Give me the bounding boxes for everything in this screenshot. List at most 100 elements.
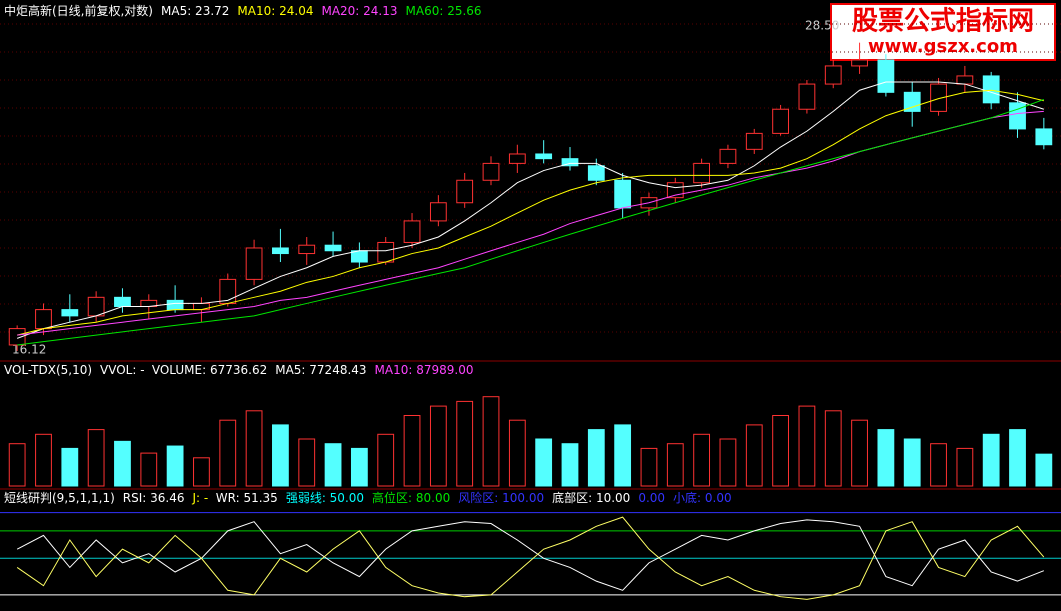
high-annotation: 28.50 bbox=[805, 19, 839, 33]
candle-body bbox=[956, 75, 974, 85]
legend-item: MA10: 87989.00 bbox=[375, 363, 474, 377]
ma-line bbox=[16, 519, 1045, 591]
volume-bar bbox=[377, 433, 395, 487]
volume-bar bbox=[930, 443, 947, 487]
candle-body bbox=[482, 162, 500, 181]
volume-bar bbox=[429, 405, 447, 487]
volume-bar bbox=[219, 419, 237, 487]
candle-body bbox=[245, 247, 263, 280]
volume-bar bbox=[561, 443, 579, 487]
volume-bar bbox=[877, 429, 895, 487]
candle-body bbox=[324, 244, 342, 252]
volume-bar bbox=[456, 400, 474, 487]
candle-body bbox=[377, 241, 395, 263]
legend-item: 底部区: 10.00 bbox=[552, 490, 630, 505]
candle-body bbox=[508, 153, 526, 164]
candle-body bbox=[61, 309, 79, 317]
legend-item: MA60: 25.66 bbox=[406, 4, 482, 18]
panel-header: 短线研判(9,5,1,1,1) RSI: 36.46 J: - WR: 51.35 强弱… bbox=[4, 490, 732, 505]
volume-bar bbox=[245, 410, 263, 487]
watermark-title: 股票公式指标网 bbox=[852, 7, 1034, 37]
volume-bar bbox=[719, 438, 737, 487]
legend-item: RSI: 36.46 bbox=[123, 491, 185, 505]
candle-body bbox=[982, 75, 1000, 104]
volume-bar bbox=[982, 433, 1000, 487]
panel-header: 中炬高新(日线,前复权,对数) MA5: 23.72 MA10: 24.04 MA20… bbox=[4, 3, 482, 18]
candle-body bbox=[903, 91, 921, 112]
volume-bar bbox=[61, 447, 79, 487]
candle-body bbox=[561, 158, 579, 167]
volume-bar bbox=[193, 457, 210, 487]
candle-body bbox=[772, 108, 789, 134]
volume-bar bbox=[851, 419, 868, 487]
candle-body bbox=[824, 65, 842, 85]
volume-bar bbox=[798, 405, 816, 487]
legend-item: VOLUME: 67736.62 bbox=[152, 363, 267, 377]
volume-bar bbox=[35, 433, 52, 487]
ma-line bbox=[17, 89, 1044, 336]
volume-bar bbox=[272, 424, 289, 487]
panel-title: 短线研判(9,5,1,1,1) bbox=[4, 491, 115, 505]
legend-item: MA5: 77248.43 bbox=[275, 363, 366, 377]
watermark-box bbox=[830, 3, 1056, 61]
volume-bar bbox=[1009, 429, 1026, 487]
legend-item: 小底: 0.00 bbox=[673, 490, 732, 505]
volume-bar bbox=[350, 447, 368, 487]
volume-bar bbox=[745, 424, 763, 487]
candle-body bbox=[298, 244, 316, 255]
volume-bar bbox=[903, 438, 921, 487]
volume-bar bbox=[772, 415, 789, 487]
candle-body bbox=[429, 202, 447, 222]
ma-line bbox=[16, 516, 1045, 600]
volume-bar bbox=[640, 447, 658, 487]
candle-body bbox=[114, 296, 131, 308]
legend-item: 风险区: 100.00 bbox=[458, 490, 544, 505]
candle-body bbox=[166, 299, 184, 311]
volume-bar bbox=[824, 410, 842, 487]
ma-line bbox=[17, 98, 1045, 346]
candle-body bbox=[930, 83, 947, 112]
panel-header: VOL-TDX(5,10) VVOL: - VOLUME: 67736.62 MA5:… bbox=[4, 363, 474, 377]
legend-item: 0.00 bbox=[638, 491, 665, 505]
candle-body bbox=[614, 179, 632, 209]
volume-bar bbox=[1035, 453, 1053, 487]
candle-body bbox=[798, 83, 816, 110]
panel-title: 中炬高新(日线,前复权,对数) bbox=[4, 3, 153, 18]
volume-bar bbox=[114, 440, 131, 487]
volume-bar bbox=[614, 424, 632, 487]
candle-body bbox=[851, 59, 868, 67]
candle-body bbox=[272, 247, 289, 255]
volume-bar bbox=[403, 415, 421, 487]
candle-body bbox=[535, 153, 553, 160]
volume-bar bbox=[535, 438, 553, 487]
volume-bar bbox=[693, 433, 711, 487]
candle-body bbox=[35, 309, 52, 330]
volume-bar bbox=[956, 447, 974, 487]
watermark-url: www.gszx.com bbox=[868, 36, 1018, 57]
candle-body bbox=[1009, 102, 1026, 130]
volume-bar bbox=[482, 396, 500, 487]
candle-body bbox=[587, 165, 605, 181]
legend-item: J: - bbox=[192, 491, 208, 505]
volume-bar bbox=[508, 419, 526, 487]
volume-bar bbox=[666, 443, 684, 487]
volume-bar bbox=[298, 438, 316, 487]
volume-bar bbox=[166, 445, 184, 487]
legend-item: MA5: 23.72 bbox=[161, 4, 229, 18]
legend-item: MA20: 24.13 bbox=[321, 4, 397, 18]
legend-item: 强弱线: 50.00 bbox=[286, 491, 364, 505]
panel-title: VOL-TDX(5,10) bbox=[4, 363, 92, 377]
candle-body bbox=[403, 220, 421, 243]
volume-bar bbox=[324, 443, 342, 487]
candle-body bbox=[87, 296, 105, 317]
volume-bar bbox=[87, 429, 105, 487]
legend-item: 高位区: 80.00 bbox=[372, 490, 450, 505]
candle-body bbox=[745, 132, 763, 150]
volume-bar bbox=[8, 443, 26, 487]
legend-item: MA10: 24.04 bbox=[237, 4, 313, 18]
legend-item: WR: 51.35 bbox=[216, 491, 278, 505]
candle-body bbox=[693, 162, 711, 184]
volume-bar bbox=[140, 452, 158, 487]
candle-body bbox=[1035, 128, 1053, 146]
